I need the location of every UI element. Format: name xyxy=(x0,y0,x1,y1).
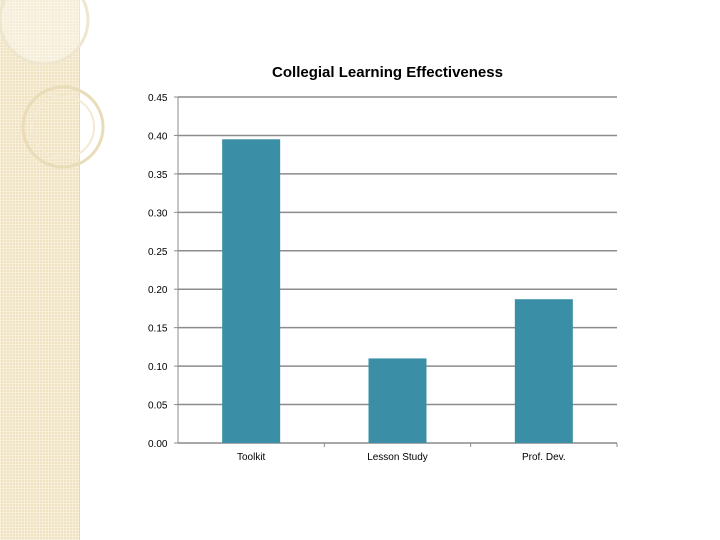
x-tick-label: Lesson Study xyxy=(367,452,428,463)
y-tick-label: 0.20 xyxy=(148,285,168,296)
bar-prof-dev xyxy=(514,299,573,443)
decorative-circles xyxy=(0,0,105,169)
x-tick-label: Toolkit xyxy=(237,452,266,463)
y-tick-label: 0.40 xyxy=(148,131,168,142)
y-tick-label: 0.25 xyxy=(148,247,168,258)
y-tick-label: 0.35 xyxy=(148,170,168,181)
y-tick-label: 0.05 xyxy=(148,401,168,412)
side-strip-edge xyxy=(79,0,80,540)
bar-toolkit xyxy=(222,139,281,444)
x-tick-label: Prof. Dev. xyxy=(522,452,566,463)
y-tick-label: 0.15 xyxy=(148,324,168,335)
y-tick-label: 0.45 xyxy=(148,93,168,104)
y-tick-label: 0.30 xyxy=(148,208,168,219)
y-tick-label: 0.00 xyxy=(148,439,168,450)
y-tick-label: 0.10 xyxy=(148,362,168,373)
decorative-side-strip xyxy=(0,0,79,540)
chart-title: Collegial Learning Effectiveness xyxy=(272,64,503,81)
bar-lesson-study xyxy=(368,358,427,443)
